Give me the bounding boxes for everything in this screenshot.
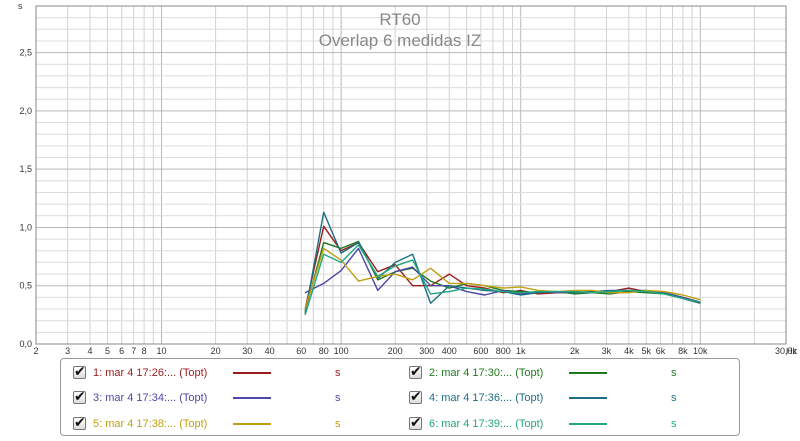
legend-unit: s — [671, 392, 677, 404]
x-tick-label: 40 — [265, 346, 275, 356]
x-tick-label: 5 — [105, 346, 110, 356]
x-tick-label: 7 — [131, 346, 136, 356]
series-line-3 — [304, 247, 701, 303]
legend-label: 5: mar 4 17:38:... (Topt) — [93, 418, 208, 430]
series-line-1 — [304, 225, 701, 310]
x-tick-label: 4k — [624, 346, 634, 356]
legend-swatch — [569, 423, 607, 425]
x-tick-label: 300 — [419, 346, 434, 356]
legend-label: 2: mar 4 17:30:... (Topt) — [429, 367, 544, 379]
legend-unit: s — [335, 392, 341, 404]
x-tick-label: 8 — [142, 346, 147, 356]
legend-unit: s — [671, 367, 677, 379]
series-line-5 — [304, 247, 701, 310]
x-tick-label: 600 — [473, 346, 488, 356]
checkbox-checked-icon[interactable] — [73, 387, 86, 407]
checkbox-checked-icon[interactable] — [409, 387, 422, 407]
x-tick-label: 800 — [496, 346, 511, 356]
y-tick-label: 1,5 — [19, 164, 32, 174]
legend-unit: s — [335, 367, 341, 379]
y-axis-label: s — [18, 1, 23, 11]
y-tick-label: 2,0 — [19, 106, 32, 116]
chart-subtitle: Overlap 6 medidas IZ — [319, 31, 482, 50]
y-tick-label: 0,5 — [19, 281, 32, 291]
x-axis-unit: Hz — [786, 346, 797, 356]
x-tick-label: 60 — [296, 346, 306, 356]
checkbox-checked-icon[interactable] — [409, 362, 422, 382]
series-line-6 — [304, 244, 701, 316]
series-layer — [304, 211, 701, 316]
series-line-2 — [304, 240, 701, 312]
x-tick-label: 200 — [388, 346, 403, 356]
x-tick-label: 6 — [119, 346, 124, 356]
legend-swatch — [233, 423, 271, 425]
x-tick-label: 2k — [570, 346, 580, 356]
horizontal-gridlines — [36, 17, 786, 333]
x-tick-label: 10k — [693, 346, 708, 356]
legend-label: 3: mar 4 17:34:... (Topt) — [93, 392, 208, 404]
x-tick-label: 1k — [516, 346, 526, 356]
legend-swatch — [233, 397, 271, 399]
x-tick-label: 30 — [242, 346, 252, 356]
x-tick-labels: 2 3 4 5 6 7 8 10 20 30 40 60 80 100 200 300 400 600 800 1k 2… — [33, 346, 797, 356]
x-tick-label: 2 — [33, 346, 38, 356]
plot-frame — [35, 5, 787, 345]
x-tick-label: 3 — [65, 346, 70, 356]
x-tick-label: 30,0k — [775, 346, 798, 356]
checkbox-checked-icon[interactable] — [73, 413, 86, 433]
checkbox-checked-icon[interactable] — [409, 413, 422, 433]
x-tick-label: 8k — [678, 346, 688, 356]
x-tick-label: 10 — [157, 346, 167, 356]
x-tick-label: 4 — [88, 346, 93, 356]
x-tick-label: 80 — [319, 346, 329, 356]
chart-title: RT60 — [379, 10, 420, 29]
legend-swatch — [233, 372, 271, 374]
legend-unit: s — [335, 418, 341, 430]
x-tick-label: 3k — [602, 346, 612, 356]
legend-unit: s — [671, 418, 677, 430]
x-tick-label: 5k — [641, 346, 651, 356]
y-tick-label: 1,0 — [19, 222, 32, 232]
x-tick-label: 400 — [442, 346, 457, 356]
legend-label: 6: mar 4 17:39:... (Topt) — [429, 418, 544, 430]
legend-swatch — [569, 397, 607, 399]
legend-label: 1: mar 4 17:26:... (Topt) — [93, 367, 208, 379]
y-tick-labels: 0,0 0,5 1,0 1,5 2,0 2,5 — [19, 48, 32, 349]
x-tick-label: 100 — [334, 346, 349, 356]
legend-label: 4: mar 4 17:36:... (Topt) — [429, 392, 544, 404]
y-tick-label: 2,5 — [19, 48, 32, 58]
legend: 1: mar 4 17:26:... (Topt) s 2: mar 4 17:… — [60, 358, 740, 436]
y-tick-label: 0,0 — [19, 339, 32, 349]
x-tick-label: 20 — [211, 346, 221, 356]
legend-swatch — [569, 372, 607, 374]
x-tick-label: 6k — [656, 346, 666, 356]
checkbox-checked-icon[interactable] — [73, 362, 86, 382]
